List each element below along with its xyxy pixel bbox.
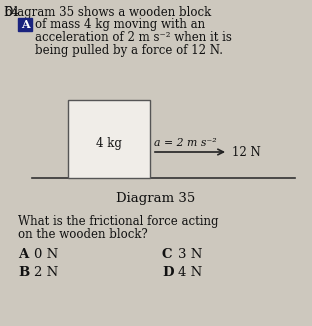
Text: 12 N: 12 N — [232, 145, 261, 158]
Text: A: A — [18, 248, 28, 261]
Text: Diagram 35: Diagram 35 — [116, 192, 196, 205]
Text: 0 N: 0 N — [34, 248, 58, 261]
Text: 3 N: 3 N — [178, 248, 202, 261]
Text: acceleration of 2 m s⁻² when it is: acceleration of 2 m s⁻² when it is — [35, 31, 232, 44]
Text: Diagram 35 shows a wooden block: Diagram 35 shows a wooden block — [4, 6, 211, 19]
Text: on the wooden block?: on the wooden block? — [18, 228, 148, 241]
Text: 2 N: 2 N — [34, 266, 58, 279]
Text: A: A — [21, 19, 29, 30]
Text: 64: 64 — [4, 6, 19, 19]
Text: a = 2 m s⁻²: a = 2 m s⁻² — [154, 138, 217, 148]
Bar — [68, 100, 150, 178]
Text: being pulled by a force of 12 N.: being pulled by a force of 12 N. — [35, 44, 223, 57]
Text: C: C — [162, 248, 173, 261]
Text: What is the frictional force acting: What is the frictional force acting — [18, 215, 218, 228]
Text: 4 kg: 4 kg — [96, 138, 122, 151]
Text: B: B — [18, 266, 29, 279]
Text: of mass 4 kg moving with an: of mass 4 kg moving with an — [35, 18, 205, 31]
FancyBboxPatch shape — [18, 18, 32, 31]
Text: D: D — [162, 266, 173, 279]
Text: 4 N: 4 N — [178, 266, 202, 279]
